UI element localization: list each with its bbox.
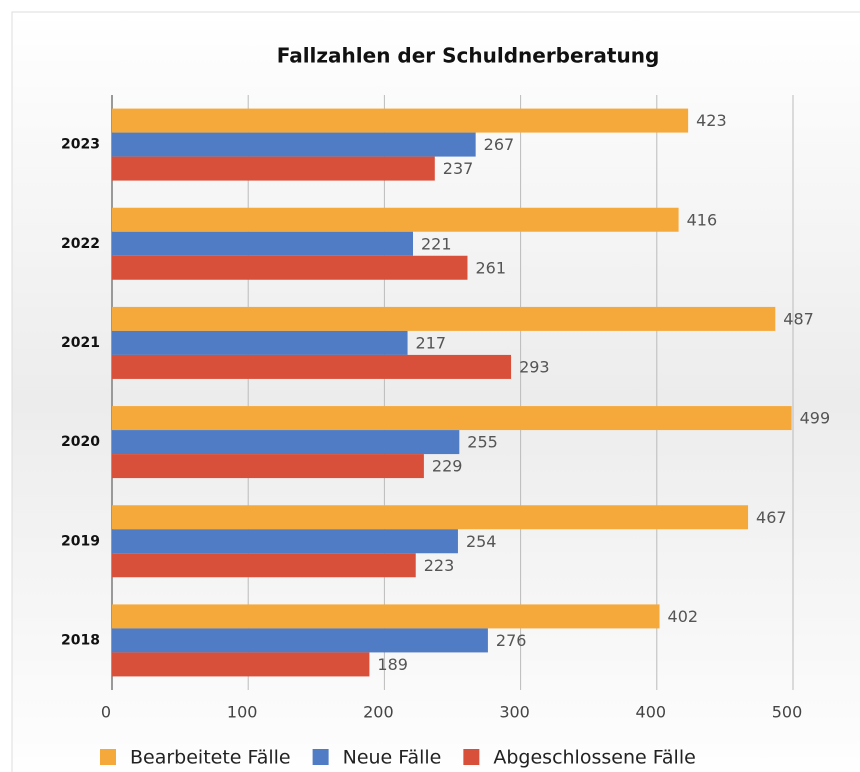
legend-swatch [312, 749, 329, 765]
legend-label: Neue Fälle [343, 747, 442, 769]
value-label: 402 [668, 607, 699, 626]
value-label: 416 [687, 210, 718, 229]
bar [112, 255, 468, 280]
chart-title: Fallzahlen der Schuldnerberatung [277, 44, 660, 68]
value-label: 223 [424, 556, 455, 575]
bar [112, 505, 749, 530]
bar [112, 604, 660, 629]
legend-label: Abgeschlossene Fälle [493, 747, 695, 769]
value-label: 293 [519, 357, 550, 376]
value-label: 221 [421, 234, 452, 253]
legend-swatch [100, 749, 116, 765]
bar [112, 108, 689, 133]
value-label: 499 [800, 409, 831, 428]
legend-swatch [463, 749, 480, 765]
value-label: 254 [466, 532, 497, 551]
value-label: 267 [484, 135, 515, 154]
bar [112, 454, 424, 479]
bar [112, 354, 512, 379]
bar [112, 132, 476, 157]
x-tick-label: 500 [772, 703, 803, 722]
value-label: 255 [467, 433, 498, 452]
value-label: 237 [443, 159, 474, 178]
bar [112, 330, 408, 355]
y-tick-label: 2022 [61, 236, 100, 252]
bar [112, 406, 792, 431]
bar [112, 231, 414, 256]
bar [112, 529, 458, 554]
value-label: 487 [783, 309, 814, 328]
legend-label: Bearbeitete Fälle [130, 747, 291, 769]
x-tick-label: 0 [101, 703, 111, 722]
x-tick-label: 100 [227, 703, 258, 722]
value-label: 229 [432, 457, 463, 476]
x-tick-label: 400 [636, 703, 667, 722]
bar [112, 553, 416, 578]
y-tick-label: 2021 [61, 335, 100, 351]
value-label: 261 [475, 258, 506, 277]
bar [112, 430, 460, 455]
y-tick-label: 2018 [61, 632, 100, 648]
bar [112, 628, 488, 653]
bar [112, 306, 776, 331]
value-label: 276 [496, 631, 527, 650]
y-tick-label: 2023 [61, 137, 100, 153]
bar [112, 207, 679, 232]
value-label: 189 [377, 655, 408, 674]
value-label: 217 [416, 333, 447, 352]
value-label: 423 [696, 111, 727, 130]
bar [112, 652, 370, 677]
bar [112, 156, 435, 181]
x-tick-label: 200 [363, 703, 394, 722]
value-label: 467 [756, 508, 787, 527]
y-tick-label: 2020 [61, 434, 100, 450]
x-tick-label: 300 [499, 703, 530, 722]
y-tick-label: 2019 [61, 533, 100, 549]
